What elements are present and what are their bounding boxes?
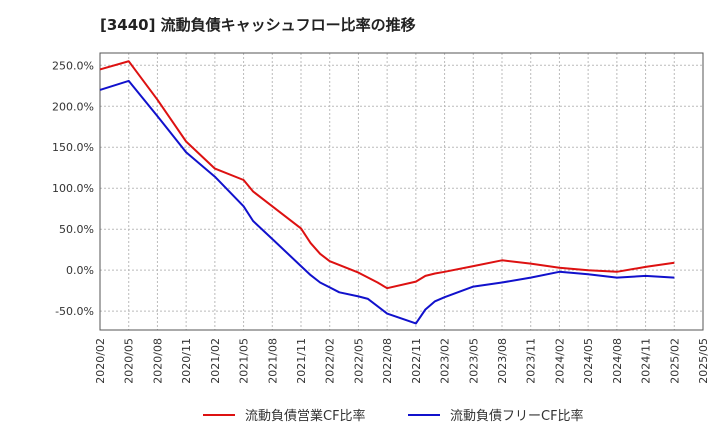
series-layer — [99, 60, 675, 325]
x-tick-label: 2021/08 — [266, 338, 279, 384]
y-tick-label: 0.0% — [66, 264, 94, 277]
x-tick-label: 2021/05 — [238, 338, 251, 384]
x-tick-label: 2023/02 — [439, 338, 452, 384]
y-tick-label: 200.0% — [52, 100, 94, 113]
x-axis-ticks: 2020/02 2020/05 2020/08 2020/11 2021/02 2021/… — [94, 338, 710, 384]
x-tick-label: 2020/11 — [180, 338, 193, 384]
x-tick-label: 2023/11 — [525, 338, 538, 384]
x-tick-label: 2025/05 — [697, 338, 710, 384]
grid-layer — [99, 53, 704, 330]
y-tick-label: 250.0% — [52, 59, 94, 72]
plot-area-border — [99, 52, 704, 331]
series-line-free-cf — [99, 79, 675, 325]
chart-title: [3440] 流動負債キャッシュフロー比率の推移 — [100, 16, 416, 34]
y-tick-label: -50.0% — [55, 305, 94, 318]
x-tick-label: 2020/08 — [151, 338, 164, 384]
x-tick-label: 2022/05 — [352, 338, 365, 384]
x-tick-label: 2023/05 — [467, 338, 480, 384]
legend-label: 流動負債営業CF比率 — [245, 408, 366, 424]
y-tick-label: 150.0% — [52, 141, 94, 154]
x-tick-label: 2023/08 — [496, 338, 509, 384]
x-tick-label: 2022/08 — [381, 338, 394, 384]
x-tick-label: 2024/08 — [611, 338, 624, 384]
legend-label: 流動負債フリーCF比率 — [450, 408, 584, 424]
x-tick-label: 2021/02 — [209, 338, 222, 384]
y-tick-label: 50.0% — [59, 223, 94, 236]
x-tick-label: 2024/11 — [640, 338, 653, 384]
x-tick-label: 2024/02 — [553, 338, 566, 384]
series-line-operating-cf — [99, 60, 675, 290]
x-tick-label: 2020/05 — [123, 338, 136, 384]
x-tick-label: 2025/02 — [668, 338, 681, 384]
y-tick-label: 100.0% — [52, 182, 94, 195]
x-tick-label: 2020/02 — [94, 338, 107, 384]
x-tick-label: 2022/02 — [324, 338, 337, 384]
x-tick-label: 2021/11 — [295, 338, 308, 384]
x-tick-label: 2022/11 — [410, 338, 423, 384]
x-tick-label: 2024/05 — [582, 338, 595, 384]
y-axis-ticks: 250.0% 200.0% 150.0% 100.0% 50.0% 0.0% -50.0% — [52, 59, 94, 318]
legend: 流動負債営業CF比率 流動負債フリーCF比率 — [203, 408, 584, 424]
